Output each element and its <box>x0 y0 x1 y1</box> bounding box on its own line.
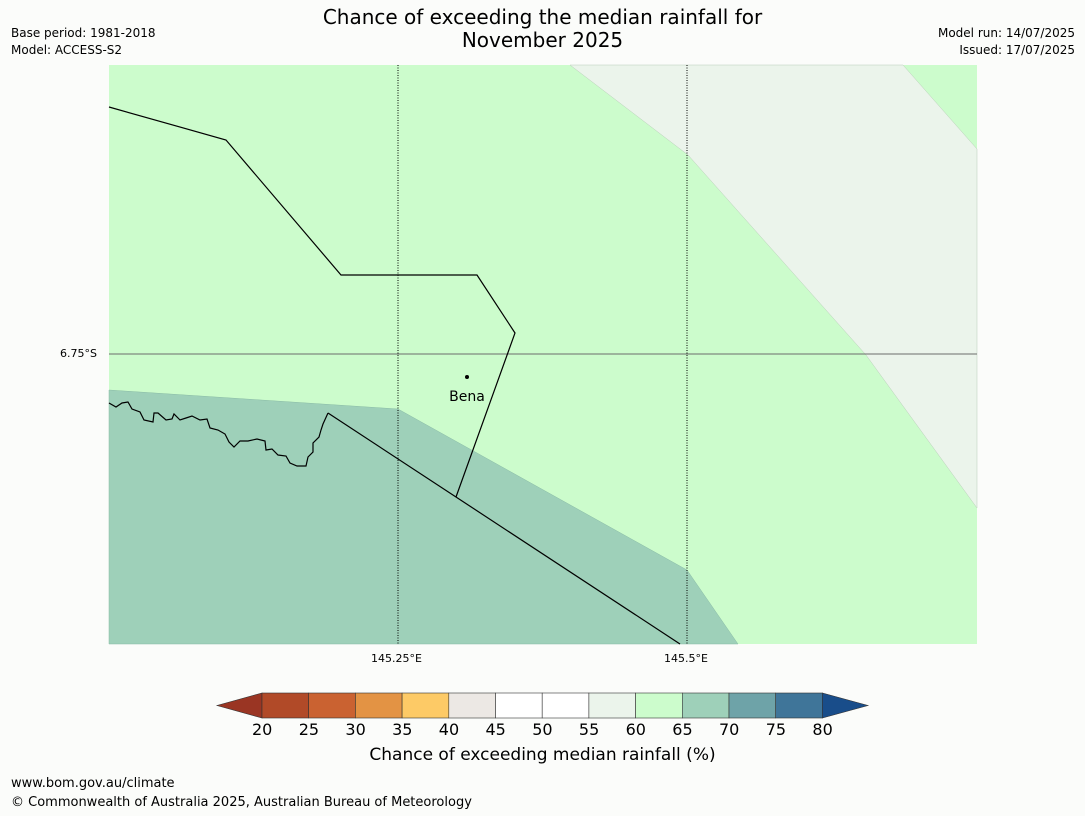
footer-copyright: © Commonwealth of Australia 2025, Austra… <box>11 795 472 810</box>
colorbar-extend-high <box>822 692 870 719</box>
colorbar-tick-60: 60 <box>625 720 646 739</box>
map-title-line2: November 2025 <box>461 28 624 52</box>
colorbar-segment-60-65 <box>635 692 683 719</box>
colorbar <box>215 692 870 719</box>
colorbar-segment-75-80 <box>775 692 823 719</box>
place-label-bena: Bena <box>449 389 485 405</box>
base-period-text: Base period: 1981-2018 <box>11 26 156 40</box>
colorbar-tick-30: 30 <box>345 720 366 739</box>
colorbar-segment-70-75 <box>728 692 777 719</box>
lat-tick-label: 6.75°S <box>60 347 97 360</box>
colorbar-tick-65: 65 <box>672 720 693 739</box>
region-65-70 <box>108 389 739 645</box>
colorbar-segment-35-40 <box>401 692 450 719</box>
colorbar-segment-50-55 <box>541 692 590 719</box>
colorbar-segment-45-50 <box>495 692 543 719</box>
place-marker-bena <box>465 375 469 379</box>
colorbar-segment-20-25 <box>261 692 310 719</box>
lon-tick-label-145-25: 145.25°E <box>371 652 422 665</box>
colorbar-tick-20: 20 <box>252 720 273 739</box>
meta-right: Model run: 14/07/2025 Issued: 17/07/2025 <box>938 25 1075 59</box>
river-line <box>108 401 329 467</box>
meta-left: Base period: 1981-2018 Model: ACCESS-S2 <box>11 25 156 59</box>
colorbar-tick-75: 75 <box>765 720 787 739</box>
colorbar-tick-50: 50 <box>532 720 553 739</box>
issued-text: Issued: 17/07/2025 <box>959 43 1075 57</box>
colorbar-segment-40-45 <box>448 692 496 719</box>
colorbar-tick-40: 40 <box>438 720 460 739</box>
colorbar-tick-45: 45 <box>485 720 506 739</box>
colorbar-extend-low <box>215 692 263 719</box>
colorbar-tick-35: 35 <box>392 720 413 739</box>
colorbar-segment-30-35 <box>355 692 403 719</box>
colorbar-segments <box>215 692 870 719</box>
map-title-line1: Chance of exceeding the median rainfall … <box>322 5 763 29</box>
model-text: Model: ACCESS-S2 <box>11 43 123 57</box>
map-panel: Bena <box>108 64 978 645</box>
colorbar-tick-80: 80 <box>812 720 833 739</box>
colorbar-tick-55: 55 <box>578 720 600 739</box>
footer-url[interactable]: www.bom.gov.au/climate <box>11 776 175 791</box>
boundary-line-south <box>327 412 681 645</box>
map-title: Chance of exceeding the median rainfall … <box>0 6 1085 52</box>
colorbar-segment-65-70 <box>681 692 730 719</box>
region-55-60 <box>569 64 978 509</box>
boundary-line-north <box>108 106 516 498</box>
colorbar-tick-25: 25 <box>298 720 320 739</box>
colorbar-title: Chance of exceeding median rainfall (%) <box>369 745 716 765</box>
colorbar-segment-55-60 <box>588 692 636 719</box>
colorbar-segment-25-30 <box>308 692 356 719</box>
lon-tick-label-145-5: 145.5°E <box>664 652 708 665</box>
colorbar-tick-70: 70 <box>719 720 740 739</box>
model-run-text: Model run: 14/07/2025 <box>937 26 1075 40</box>
